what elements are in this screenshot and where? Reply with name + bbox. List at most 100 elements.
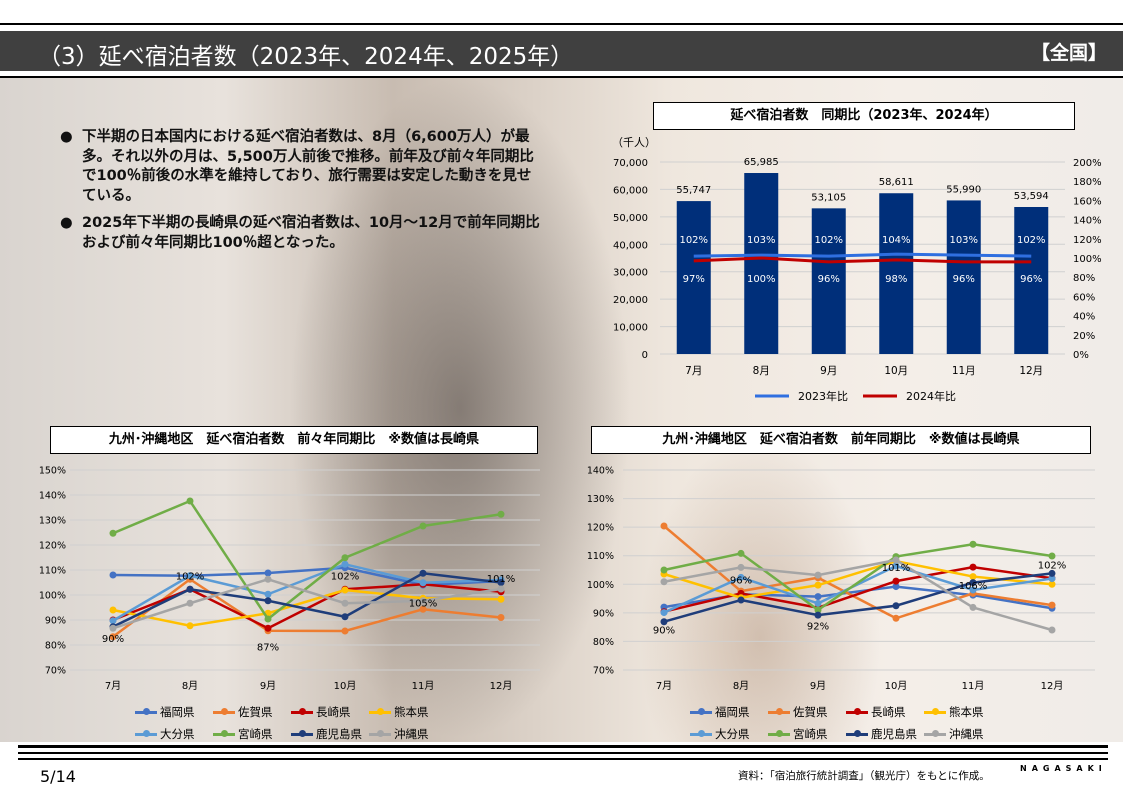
legend-swatch: [768, 730, 790, 737]
y-tick-label: 70%: [45, 666, 66, 677]
data-point: [969, 586, 977, 594]
page-title: （3）延べ宿泊者数（2023年、2024年、2025年）: [38, 44, 574, 70]
legend-swatch: [291, 708, 313, 715]
bar: [1014, 206, 1049, 354]
y-tick-label: 90%: [45, 616, 66, 627]
y-tick-label: 70,000: [613, 158, 648, 169]
data-point: [264, 624, 272, 632]
data-point: [341, 627, 349, 635]
legend-item: 宮崎県: [213, 726, 291, 742]
ratio-label: 102%: [814, 235, 843, 246]
legend-swatch: [369, 730, 391, 737]
top-rule: [0, 23, 1123, 25]
footer-rule: [18, 758, 1108, 760]
y2-tick-label: 120%: [1073, 235, 1102, 246]
data-point: [109, 606, 117, 614]
x-tick-label: 7月: [685, 365, 702, 377]
y2-tick-label: 20%: [1073, 331, 1095, 342]
y-tick-label: 30,000: [613, 268, 648, 279]
legend-label: 宮崎県: [793, 727, 828, 741]
two-year-chart-title: 九州･沖縄地区 延べ宿泊者数 前々年同期比 ※数値は長崎県: [50, 426, 538, 454]
data-point: [969, 540, 977, 548]
region-label: 【全国】: [1030, 42, 1107, 64]
data-label: 96%: [730, 575, 752, 586]
data-point: [660, 522, 668, 530]
data-label: 101%: [487, 574, 516, 585]
legend-item: 佐賀県: [213, 704, 291, 720]
legend-swatch: [768, 708, 790, 715]
ratio-label: 102%: [1017, 235, 1046, 246]
x-tick-label: 9月: [810, 680, 826, 692]
series-line: [663, 559, 1053, 599]
ratio-label: 96%: [953, 274, 975, 285]
national-chart-title: 延べ宿泊者数 同期比（2023年、2024年）: [653, 102, 1075, 130]
legend-item: 佐賀県: [768, 704, 846, 720]
legend-item: 沖縄県: [369, 726, 447, 742]
y2-tick-label: 200%: [1073, 158, 1102, 169]
legend-swatch: [846, 730, 868, 737]
data-point: [109, 529, 117, 537]
legend-item: 鹿児島県: [846, 726, 924, 742]
legend-item: 大分県: [690, 726, 768, 742]
x-tick-label: 10月: [334, 680, 357, 692]
y-tick-label: 120%: [39, 541, 66, 552]
y2-tick-label: 40%: [1073, 312, 1095, 323]
data-point: [969, 603, 977, 611]
data-point: [737, 573, 745, 581]
legend-item: 沖縄県: [924, 726, 1002, 742]
data-point: [419, 605, 427, 613]
data-point: [419, 579, 427, 587]
bar: [744, 173, 779, 354]
y-tick-label: 20,000: [613, 295, 648, 306]
brand-logo: NAGASAKI: [1020, 764, 1107, 773]
data-label: 87%: [257, 642, 279, 653]
data-label: 102%: [176, 571, 205, 582]
data-point: [341, 586, 349, 594]
data-point: [892, 577, 900, 585]
y2-tick-label: 80%: [1073, 273, 1095, 284]
y-tick-label: 40,000: [613, 240, 648, 251]
y2-tick-label: 180%: [1073, 177, 1102, 188]
legend-label: 2023年比: [798, 389, 848, 403]
legend-item: 大分県: [135, 726, 213, 742]
legend-label: 福岡県: [160, 705, 195, 719]
y-tick-label: 50,000: [613, 213, 648, 224]
data-point: [892, 602, 900, 610]
data-point: [660, 578, 668, 586]
data-point: [264, 590, 272, 598]
data-point: [1048, 626, 1056, 634]
series-line: [663, 558, 1053, 632]
data-point: [419, 522, 427, 530]
data-point: [419, 569, 427, 577]
ratio-label: 100%: [747, 274, 776, 285]
data-point: [892, 556, 900, 564]
legend-swatch: [924, 708, 946, 715]
ratio-label: 102%: [679, 235, 708, 246]
ratio-label: 103%: [949, 235, 978, 246]
data-point: [497, 614, 505, 621]
data-point: [814, 593, 822, 601]
data-point: [186, 497, 194, 505]
data-point: [419, 597, 427, 605]
data-point: [264, 597, 272, 605]
legend-swatch: [291, 730, 313, 737]
x-tick-label: 9月: [820, 365, 837, 377]
bullet-item: 2025年下半期の長崎県の延べ宿泊者数は、10月～12月で前年同期比および前々年…: [60, 214, 545, 253]
one-year-chart-title: 九州･沖縄地区 延べ宿泊者数 前年同期比 ※数値は長崎県: [591, 426, 1091, 454]
y-tick-label: 70%: [593, 666, 614, 677]
data-point: [186, 572, 194, 580]
y2-tick-label: 0%: [1073, 350, 1089, 361]
data-point: [892, 583, 900, 591]
legend-item: 熊本県: [924, 704, 1002, 720]
legend-swatch: [213, 730, 235, 737]
data-point: [814, 611, 822, 619]
legend-label: 福岡県: [715, 705, 750, 719]
y-tick-label: 150%: [39, 466, 66, 477]
x-tick-label: 7月: [105, 680, 121, 692]
series-line: [112, 562, 502, 622]
y-tick-label: 120%: [587, 523, 614, 534]
data-label: 102%: [331, 571, 360, 582]
x-tick-label: 11月: [962, 680, 985, 692]
data-point: [109, 571, 117, 579]
